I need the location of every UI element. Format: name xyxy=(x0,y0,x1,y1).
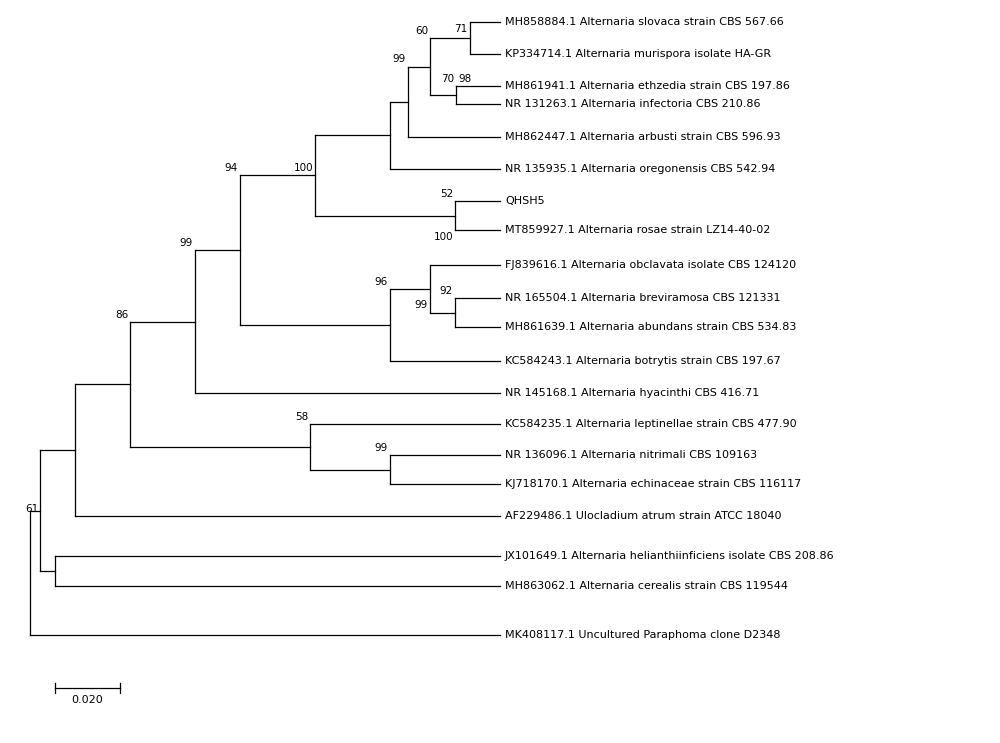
Text: MT859927.1 Alternaria rosae strain LZ14-40-02: MT859927.1 Alternaria rosae strain LZ14-… xyxy=(505,225,770,235)
Text: MH861941.1 Alternaria ethzedia strain CBS 197.86: MH861941.1 Alternaria ethzedia strain CB… xyxy=(505,81,790,91)
Text: 99: 99 xyxy=(180,239,193,248)
Text: KP334714.1 Alternaria murispora isolate HA-GR: KP334714.1 Alternaria murispora isolate … xyxy=(505,49,771,59)
Text: 70: 70 xyxy=(441,74,454,84)
Text: 100: 100 xyxy=(433,232,453,242)
Text: 96: 96 xyxy=(375,276,388,287)
Text: MH863062.1 Alternaria cerealis strain CBS 119544: MH863062.1 Alternaria cerealis strain CB… xyxy=(505,581,788,591)
Text: MH858884.1 Alternaria slovaca strain CBS 567.66: MH858884.1 Alternaria slovaca strain CBS… xyxy=(505,17,784,27)
Text: NR 135935.1 Alternaria oregonensis CBS 542.94: NR 135935.1 Alternaria oregonensis CBS 5… xyxy=(505,164,775,174)
Text: JX101649.1 Alternaria helianthiinficiens isolate CBS 208.86: JX101649.1 Alternaria helianthiinficiens… xyxy=(505,551,835,561)
Text: 98: 98 xyxy=(458,74,471,84)
Text: 99: 99 xyxy=(415,300,428,311)
Text: MH862447.1 Alternaria arbusti strain CBS 596.93: MH862447.1 Alternaria arbusti strain CBS… xyxy=(505,132,781,142)
Text: MH861639.1 Alternaria abundans strain CBS 534.83: MH861639.1 Alternaria abundans strain CB… xyxy=(505,322,796,332)
Text: 99: 99 xyxy=(375,443,388,453)
Text: AF229486.1 Ulocladium atrum strain ATCC 18040: AF229486.1 Ulocladium atrum strain ATCC … xyxy=(505,511,782,521)
Text: 99: 99 xyxy=(393,54,406,65)
Text: KC584243.1 Alternaria botrytis strain CBS 197.67: KC584243.1 Alternaria botrytis strain CB… xyxy=(505,356,781,366)
Text: FJ839616.1 Alternaria obclavata isolate CBS 124120: FJ839616.1 Alternaria obclavata isolate … xyxy=(505,260,796,270)
Text: KC584235.1 Alternaria leptinellae strain CBS 477.90: KC584235.1 Alternaria leptinellae strain… xyxy=(505,419,797,429)
Text: 61: 61 xyxy=(25,504,38,514)
Text: MK408117.1 Uncultured Paraphoma clone D2348: MK408117.1 Uncultured Paraphoma clone D2… xyxy=(505,630,780,640)
Text: 94: 94 xyxy=(225,163,238,173)
Text: 0.020: 0.020 xyxy=(72,695,103,705)
Text: 52: 52 xyxy=(440,189,453,199)
Text: 86: 86 xyxy=(115,310,128,319)
Text: 100: 100 xyxy=(293,163,313,173)
Text: NR 165504.1 Alternaria breviramosa CBS 121331: NR 165504.1 Alternaria breviramosa CBS 1… xyxy=(505,293,780,303)
Text: KJ718170.1 Alternaria echinaceae strain CBS 116117: KJ718170.1 Alternaria echinaceae strain … xyxy=(505,479,801,489)
Text: NR 136096.1 Alternaria nitrimali CBS 109163: NR 136096.1 Alternaria nitrimali CBS 109… xyxy=(505,450,757,460)
Text: 60: 60 xyxy=(415,26,428,36)
Text: 71: 71 xyxy=(454,24,467,34)
Text: 58: 58 xyxy=(295,412,308,422)
Text: NR 131263.1 Alternaria infectoria CBS 210.86: NR 131263.1 Alternaria infectoria CBS 21… xyxy=(505,99,761,109)
Text: NR 145168.1 Alternaria hyacinthi CBS 416.71: NR 145168.1 Alternaria hyacinthi CBS 416… xyxy=(505,388,759,398)
Text: 92: 92 xyxy=(440,286,453,296)
Text: QHSH5: QHSH5 xyxy=(505,196,545,206)
